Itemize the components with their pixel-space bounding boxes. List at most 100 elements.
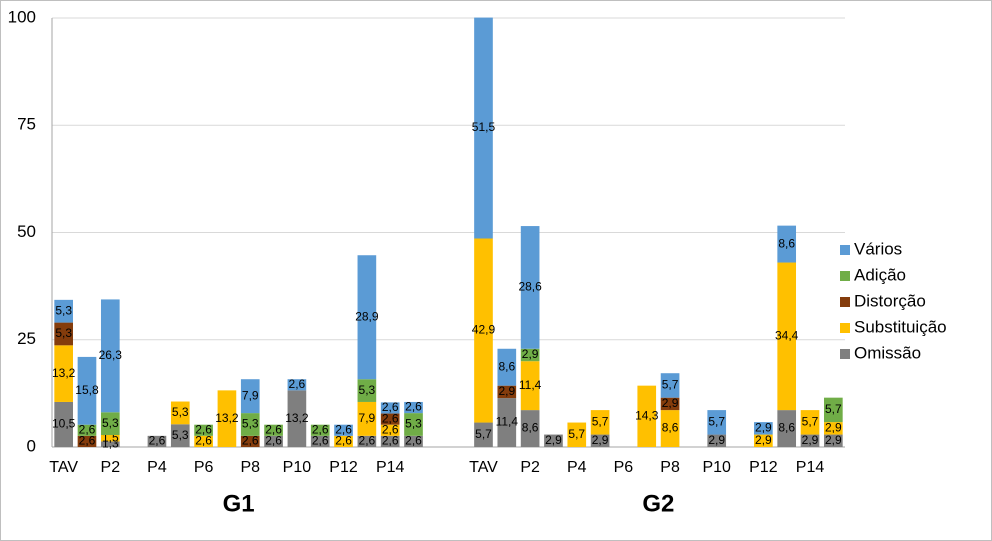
x-tick-label: P4 bbox=[147, 459, 167, 476]
data-label: 2,6 bbox=[265, 434, 282, 448]
legend-label: Substituição bbox=[854, 317, 947, 336]
legend-label: Distorção bbox=[854, 291, 926, 310]
data-label: 2,6 bbox=[335, 434, 352, 448]
bar-segment bbox=[357, 379, 377, 402]
x-tick-label: P2 bbox=[520, 459, 540, 476]
bar-segment bbox=[824, 422, 843, 435]
bar-segment bbox=[310, 435, 330, 447]
data-label: 2,9 bbox=[825, 421, 842, 435]
data-label: 11,4 bbox=[519, 378, 542, 392]
x-tick-label: P12 bbox=[749, 459, 778, 476]
data-label: 42,9 bbox=[472, 323, 496, 337]
bar-segment bbox=[754, 434, 773, 447]
bar-segment bbox=[147, 435, 167, 447]
bar-segment bbox=[100, 434, 120, 442]
data-label: 2,6 bbox=[312, 434, 329, 448]
bar-segment bbox=[310, 424, 330, 436]
data-label: 5,7 bbox=[825, 402, 842, 416]
x-tick-label: TAV bbox=[469, 459, 498, 476]
data-label: 2,9 bbox=[708, 433, 725, 447]
legend-swatch bbox=[840, 349, 850, 359]
bar-segment bbox=[404, 401, 423, 414]
data-label: 5,3 bbox=[55, 303, 72, 317]
data-label: 7,9 bbox=[359, 411, 376, 425]
x-tick-label: P8 bbox=[660, 459, 680, 476]
data-label: 28,6 bbox=[518, 280, 542, 294]
bar-segment bbox=[707, 434, 727, 447]
data-label: 2,9 bbox=[522, 347, 539, 361]
bar-segment bbox=[54, 345, 73, 402]
data-label: 8,6 bbox=[778, 421, 795, 435]
group-label: G2 bbox=[642, 490, 674, 517]
bar-segment bbox=[474, 17, 493, 239]
x-tick-label: P6 bbox=[614, 459, 634, 476]
data-label: 2,6 bbox=[312, 422, 329, 436]
y-tick-label: 50 bbox=[17, 222, 36, 241]
bar-segment bbox=[824, 434, 843, 447]
bar-segment bbox=[357, 435, 377, 447]
x-tick-label: P10 bbox=[283, 459, 312, 476]
y-tick-label: 100 bbox=[8, 7, 36, 26]
legend-swatch bbox=[840, 323, 850, 333]
y-tick-label: 0 bbox=[27, 436, 36, 455]
bar-segment bbox=[77, 356, 97, 425]
data-label: 28,9 bbox=[355, 309, 379, 323]
bar-segment bbox=[777, 262, 797, 411]
bar-segment bbox=[637, 385, 657, 447]
x-tick-label: P2 bbox=[101, 459, 121, 476]
data-label: 5,7 bbox=[568, 427, 585, 441]
data-label: 2,9 bbox=[662, 396, 679, 410]
data-label: 7,9 bbox=[242, 388, 259, 402]
y-tick-label: 25 bbox=[17, 329, 36, 348]
data-label: 2,6 bbox=[195, 422, 212, 436]
bar-segment bbox=[357, 255, 377, 380]
bar-segment bbox=[100, 441, 120, 447]
data-label: 2,6 bbox=[405, 434, 422, 448]
bar-segment bbox=[170, 401, 190, 425]
bar-segment bbox=[240, 435, 260, 447]
data-label: 2,6 bbox=[382, 434, 399, 448]
bar-segment bbox=[54, 299, 73, 323]
data-label: 5,3 bbox=[55, 326, 72, 340]
data-label: 2,6 bbox=[382, 422, 399, 436]
bar-segment bbox=[217, 390, 237, 447]
data-label: 5,3 bbox=[172, 405, 189, 419]
bar-segment bbox=[590, 434, 610, 447]
bar-segment bbox=[380, 424, 400, 436]
data-label: 10,5 bbox=[52, 417, 76, 431]
data-label: 34,4 bbox=[775, 328, 799, 342]
bar-segment bbox=[77, 424, 97, 436]
bar-segment bbox=[77, 435, 97, 447]
bar-segment bbox=[240, 379, 260, 414]
group-label: G1 bbox=[223, 490, 255, 517]
data-label: 5,3 bbox=[405, 417, 422, 431]
bar-segment bbox=[660, 410, 680, 447]
legend-swatch bbox=[840, 297, 850, 307]
data-label: 2,9 bbox=[755, 433, 772, 447]
bar-segment bbox=[54, 322, 73, 346]
data-label: 2,6 bbox=[382, 400, 399, 414]
bar-segment bbox=[357, 401, 377, 436]
data-label: 2,6 bbox=[359, 434, 376, 448]
bar-segment bbox=[404, 435, 423, 447]
bar-segment bbox=[590, 410, 610, 435]
bar-segment bbox=[334, 435, 353, 447]
data-label: 2,6 bbox=[242, 434, 259, 448]
bar-segment bbox=[287, 379, 307, 391]
bar-segment bbox=[474, 422, 493, 447]
data-label: 5,7 bbox=[708, 415, 725, 429]
data-label: 11,4 bbox=[496, 415, 519, 429]
x-tick-label: P12 bbox=[329, 459, 358, 476]
bar-segment bbox=[497, 398, 517, 447]
bar-segment bbox=[660, 373, 680, 398]
data-label: 8,6 bbox=[778, 236, 795, 250]
bar-segment bbox=[567, 422, 587, 447]
data-label: 2,6 bbox=[289, 377, 306, 391]
y-tick-label: 75 bbox=[17, 115, 36, 134]
data-label: 2,6 bbox=[79, 422, 96, 436]
data-label: 2,9 bbox=[755, 421, 772, 435]
data-label: 15,8 bbox=[75, 383, 99, 397]
bar-segment bbox=[404, 413, 423, 436]
data-label: 2,6 bbox=[265, 422, 282, 436]
